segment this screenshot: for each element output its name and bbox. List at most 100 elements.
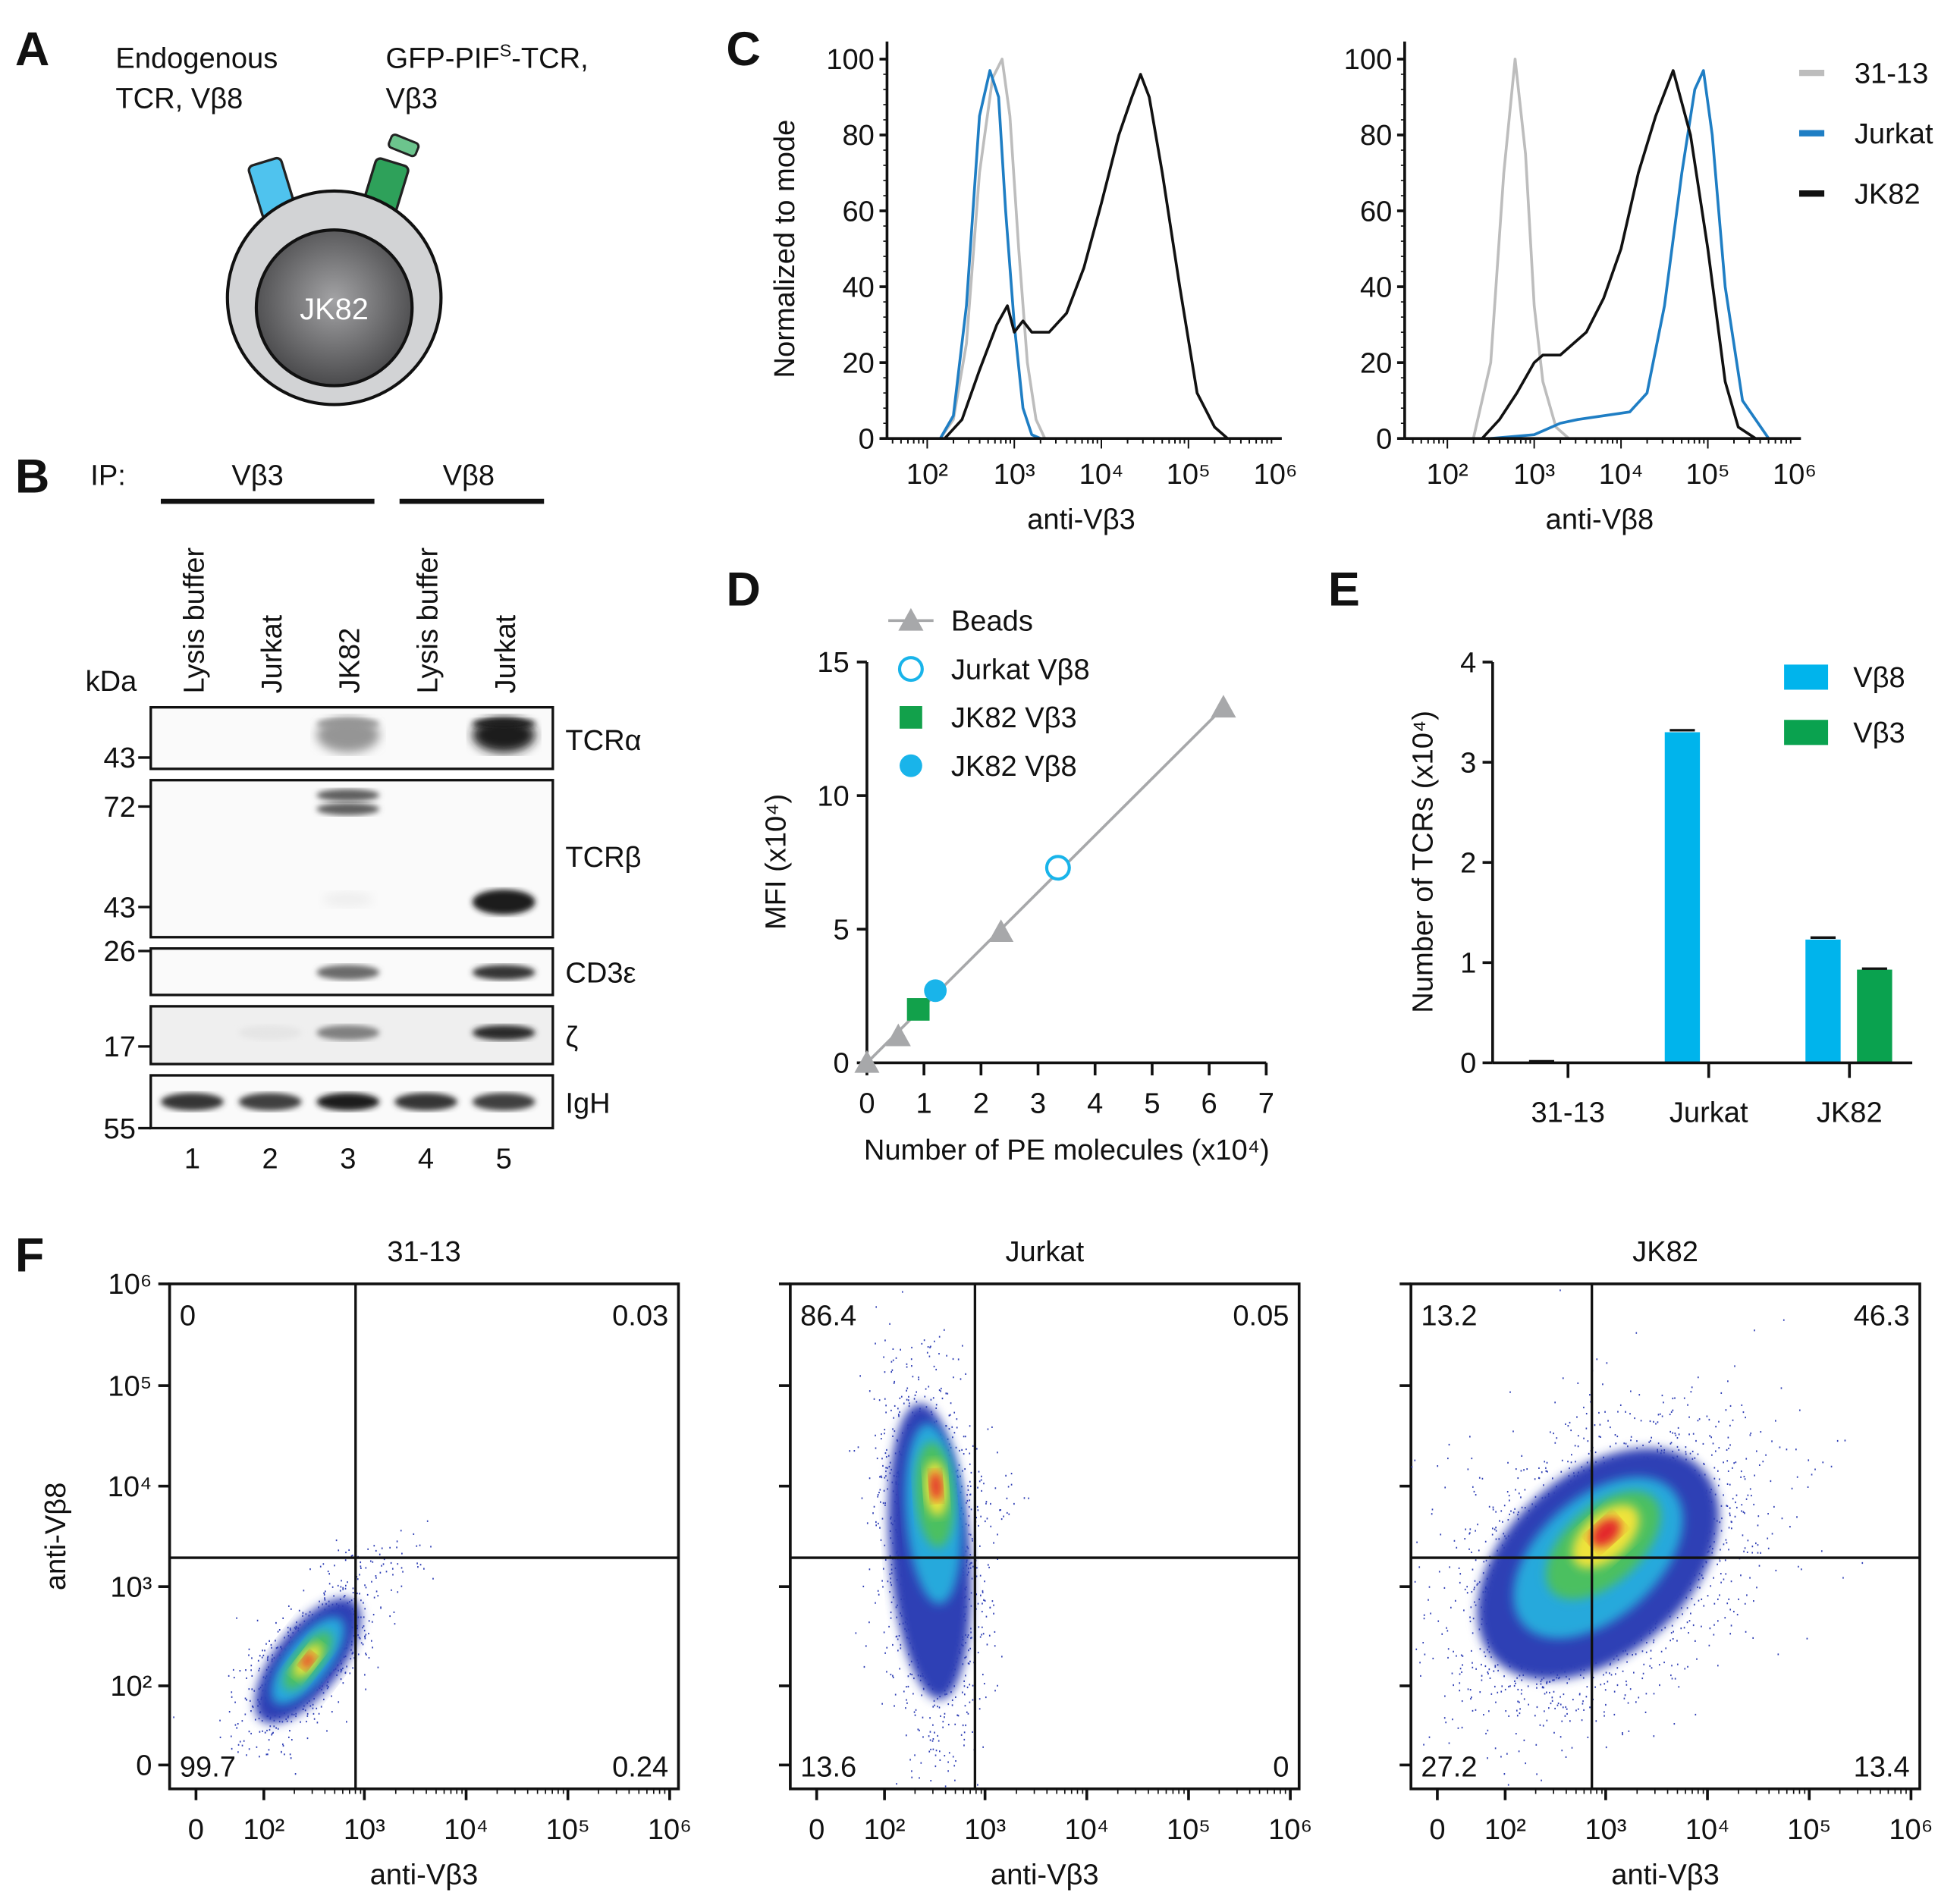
- density-cloud: [173, 1520, 434, 1775]
- x-tick-label: 10³: [1585, 1814, 1626, 1846]
- histogram-C-left: 0 20 40 60 80 100 10² 10³ 10⁴ 10⁵ 10⁶ anti-Vβ3 Norma…: [769, 41, 1298, 535]
- blot-strip: [149, 1074, 554, 1130]
- data-point-3: [924, 979, 947, 1003]
- legend-label: Jurkat: [1855, 118, 1933, 150]
- band: [472, 1025, 536, 1040]
- quadrant-percent-bottom-right: 13.4: [1854, 1751, 1910, 1783]
- lane-number: 5: [496, 1144, 512, 1175]
- y-tick-label: 0: [859, 423, 875, 455]
- band: [472, 965, 536, 981]
- plot-title: 31-13: [387, 1236, 460, 1268]
- x-axis-label: anti-Vβ3: [1027, 504, 1135, 535]
- x-tick-label: 10³: [964, 1814, 1006, 1846]
- quadrant-percent-top-left: 86.4: [800, 1301, 856, 1332]
- x-axis-label: anti-Vβ8: [1546, 504, 1654, 535]
- band: [472, 1093, 536, 1111]
- x-tick-label: 10⁴: [1685, 1814, 1730, 1846]
- x-tick-label: 10⁵: [1167, 1814, 1211, 1846]
- x-axis-label: Number of PE molecules (x10⁴): [864, 1135, 1270, 1166]
- quadrant-percent-top-left: 0: [180, 1301, 196, 1332]
- ip-label: IP:: [90, 460, 126, 491]
- legend-marker: [897, 656, 924, 683]
- series-line-jk82: [944, 73, 1229, 440]
- lane-number: 4: [418, 1144, 434, 1175]
- band: [238, 1025, 302, 1040]
- series-line-jurkat: [1490, 69, 1770, 440]
- x-tick-label: 3: [1030, 1088, 1046, 1120]
- category-label: 31-13: [1531, 1097, 1605, 1128]
- panel-label-a: A: [15, 23, 49, 76]
- panel-label-d: D: [726, 563, 760, 616]
- bar: [1805, 939, 1841, 1063]
- band: [316, 965, 380, 981]
- x-tick-label: 10⁶: [1254, 459, 1298, 491]
- legend-label: JK82 Vβ3: [951, 702, 1077, 734]
- density-level: [1590, 1518, 1621, 1547]
- y-tick-label: 0: [834, 1048, 850, 1080]
- plot-frame: [789, 1282, 1301, 1791]
- y-tick-label: 80: [843, 120, 875, 152]
- data-point-1: [1044, 855, 1071, 881]
- x-axis-label: anti-Vβ3: [1611, 1860, 1720, 1891]
- quadrant-percent-bottom-left: 99.7: [180, 1751, 236, 1783]
- cell-label: JK82: [300, 293, 369, 326]
- panel-label-e: E: [1328, 563, 1360, 616]
- legend-label: Jurkat Vβ8: [951, 654, 1090, 686]
- blot-strip: [149, 779, 554, 939]
- bar-chart-tcr-number: 31-13 Jurkat JK82 0 1 2 3 4 Number of TCRs (x10⁴…: [1407, 647, 1913, 1128]
- band: [316, 718, 380, 729]
- y-tick-label: 100: [1344, 44, 1393, 76]
- data-point-0: [854, 1050, 880, 1073]
- y-tick-label: 10: [817, 780, 849, 812]
- y-tick-label: 10⁴: [108, 1471, 152, 1503]
- x-tick-label: 10⁵: [1685, 459, 1729, 491]
- legend-marker: [898, 607, 924, 631]
- series-line-31-13: [939, 58, 1047, 440]
- x-tick-label: 10³: [344, 1814, 385, 1846]
- x-tick-label: 10²: [906, 459, 948, 491]
- panel-a: A Endogenous TCR, Vβ8 GFP-PIFS-TCR, Vβ3 …: [15, 23, 589, 406]
- y-tick-label: 80: [1360, 120, 1392, 152]
- bar: [1664, 732, 1701, 1063]
- lane-label: Jurkat: [490, 614, 522, 693]
- blot-strip: [149, 706, 554, 771]
- panel-label-b: B: [15, 450, 49, 503]
- blot-label: ζ: [565, 1022, 578, 1053]
- gfp-tag-icon: [388, 133, 420, 158]
- plot-title: JK82: [1632, 1236, 1698, 1268]
- band: [238, 1093, 302, 1111]
- y-tick-label: 10³: [110, 1571, 152, 1603]
- blot-label: TCRα: [565, 725, 641, 757]
- construct-label-line1: GFP-PIFS-TCR,: [386, 41, 589, 75]
- y-tick-label: 20: [1360, 347, 1392, 379]
- mw-marker: 26: [104, 936, 136, 968]
- x-tick-label: 0: [809, 1814, 825, 1846]
- quadrant-percent-bottom-left: 27.2: [1421, 1751, 1477, 1783]
- band: [472, 718, 536, 729]
- y-axis-label: MFI (x10⁴): [760, 794, 792, 930]
- x-tick-label: 10³: [1513, 459, 1555, 491]
- kda-label: kDa: [86, 666, 138, 698]
- blot-label: CD3ε: [565, 957, 636, 989]
- legend-marker: [899, 754, 922, 777]
- legend-swatch: [1784, 720, 1829, 745]
- x-tick-label: 6: [1201, 1088, 1217, 1120]
- density-cloud: [849, 1291, 1029, 1787]
- density-level: [300, 1652, 315, 1668]
- quadrant-percent-bottom-left: 13.6: [800, 1751, 856, 1783]
- y-tick-label: 60: [1360, 196, 1392, 228]
- y-tick-label: 0: [136, 1750, 152, 1782]
- x-tick-label: 10⁵: [1787, 1814, 1831, 1846]
- x-tick-label: 10⁶: [648, 1814, 692, 1846]
- legend-swatch: [1784, 664, 1829, 690]
- ip-group-vb8: Vβ8: [443, 460, 495, 491]
- y-tick-label: 5: [834, 915, 850, 946]
- x-tick-label: 5: [1144, 1088, 1160, 1120]
- series-line-jk82: [1481, 69, 1757, 440]
- y-axis-label: Number of TCRs (x10⁴): [1407, 711, 1439, 1013]
- x-tick-label: 10²: [1427, 459, 1468, 491]
- mw-marker: 43: [104, 742, 136, 774]
- bar: [1857, 969, 1892, 1063]
- legend-label: Beads: [951, 606, 1033, 638]
